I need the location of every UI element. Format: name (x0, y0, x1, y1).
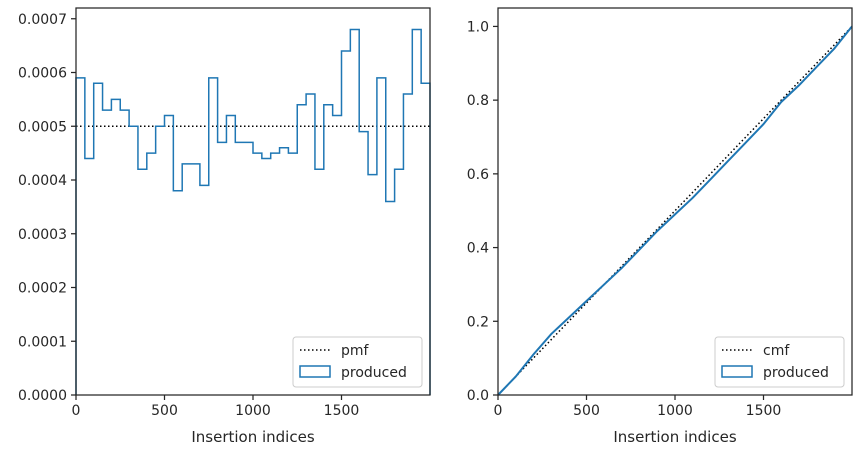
x-tick-label: 1500 (746, 403, 782, 419)
y-tick-label: 0.0000 (18, 388, 67, 404)
ticks-layer: 0 500 1000 1500 0.0000 0.0001 0.0002 0.0003 0.00… (18, 12, 359, 419)
cmf-cumulative-panel: 0 500 1000 1500 0.0 0.2 0.4 0.6 0.8 1.0 Insertion… (467, 7, 853, 446)
ticks-layer: 0 500 1000 1500 0.0 0.2 0.4 0.6 0.8 1.0 (467, 19, 782, 419)
legend-cmf-label: cmf (763, 343, 790, 359)
legend-produced-swatch (721, 365, 753, 378)
y-tick-label: 1.0 (467, 19, 489, 35)
y-tick-label: 0.0004 (18, 173, 67, 189)
produced-histogram-step (75, 28, 431, 395)
y-tick-label: 0.0007 (18, 12, 67, 28)
y-tick-label: 0.4 (467, 241, 489, 257)
series-layer (497, 25, 853, 396)
legend: pmf produced (292, 336, 423, 388)
y-tick-label: 0.0001 (18, 334, 67, 350)
y-tick-label: 0.0006 (18, 66, 67, 82)
x-tick-label: 1000 (235, 403, 271, 419)
series-layer (75, 28, 431, 395)
y-tick-label: 0.6 (467, 167, 489, 183)
legend-produced-label: produced (763, 365, 829, 381)
x-tick-label: 0 (494, 403, 503, 419)
x-tick-label: 500 (573, 403, 600, 419)
produced-cumulative-line (497, 25, 853, 396)
x-tick-label: 0 (72, 403, 81, 419)
x-tick-label: 1500 (324, 403, 360, 419)
legend-pmf-label: pmf (341, 343, 370, 359)
cmf-reference-line (497, 25, 853, 396)
y-tick-label: 0.0005 (18, 119, 67, 135)
y-tick-label: 0.0003 (18, 227, 67, 243)
x-tick-label: 500 (151, 403, 178, 419)
x-axis-title: Insertion indices (613, 428, 736, 446)
x-tick-label: 1000 (657, 403, 693, 419)
plot-area-background (498, 8, 852, 395)
y-tick-label: 0.8 (467, 93, 489, 109)
legend-produced-swatch (299, 365, 331, 378)
y-tick-label: 0.0002 (18, 281, 67, 297)
y-tick-label: 0.2 (467, 314, 489, 330)
legend-produced-label: produced (341, 365, 407, 381)
y-tick-label: 0.0 (467, 388, 489, 404)
plot-area-background (76, 8, 430, 395)
x-axis-title: Insertion indices (191, 428, 314, 446)
legend: cmf produced (714, 336, 845, 388)
pmf-histogram-panel: 0 500 1000 1500 0.0000 0.0001 0.0002 0.0003 0.00… (18, 7, 431, 446)
